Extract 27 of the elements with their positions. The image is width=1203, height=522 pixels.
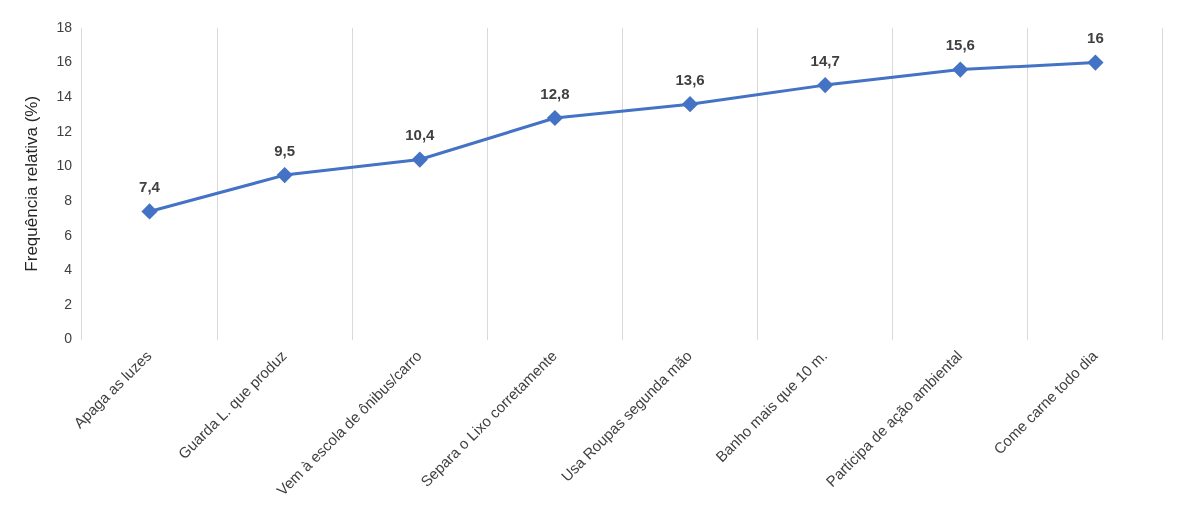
point (682, 96, 698, 112)
data-label: 10,4 (405, 126, 436, 144)
point (1087, 55, 1103, 71)
y-tick-label: 12 (56, 122, 73, 139)
data-label: 12,8 (540, 84, 570, 102)
y-tick-label: 2 (64, 295, 73, 312)
y-tick-label: 10 (56, 157, 73, 174)
data-label: 7,4 (139, 178, 161, 196)
point (547, 110, 563, 126)
y-tick-label: 8 (64, 191, 73, 208)
y-tick-label: 0 (64, 330, 73, 347)
point (142, 203, 158, 219)
point (412, 152, 428, 168)
y-tick-label: 16 (56, 53, 73, 70)
data-label: 9,5 (274, 141, 296, 159)
data-label: 14,7 (810, 51, 840, 69)
y-tick-label: 14 (56, 88, 73, 105)
point (817, 77, 833, 93)
y-tick-label: 18 (56, 18, 73, 35)
data-label: 15,6 (945, 36, 975, 54)
y-tick-label: 6 (64, 226, 73, 243)
data-label: 13,6 (675, 70, 705, 88)
y-axis-title: Frequência relativa (%) (21, 95, 41, 272)
y-tick-label: 4 (64, 261, 73, 278)
data-label: 16 (1087, 29, 1104, 47)
point (277, 167, 293, 183)
point (952, 62, 968, 78)
